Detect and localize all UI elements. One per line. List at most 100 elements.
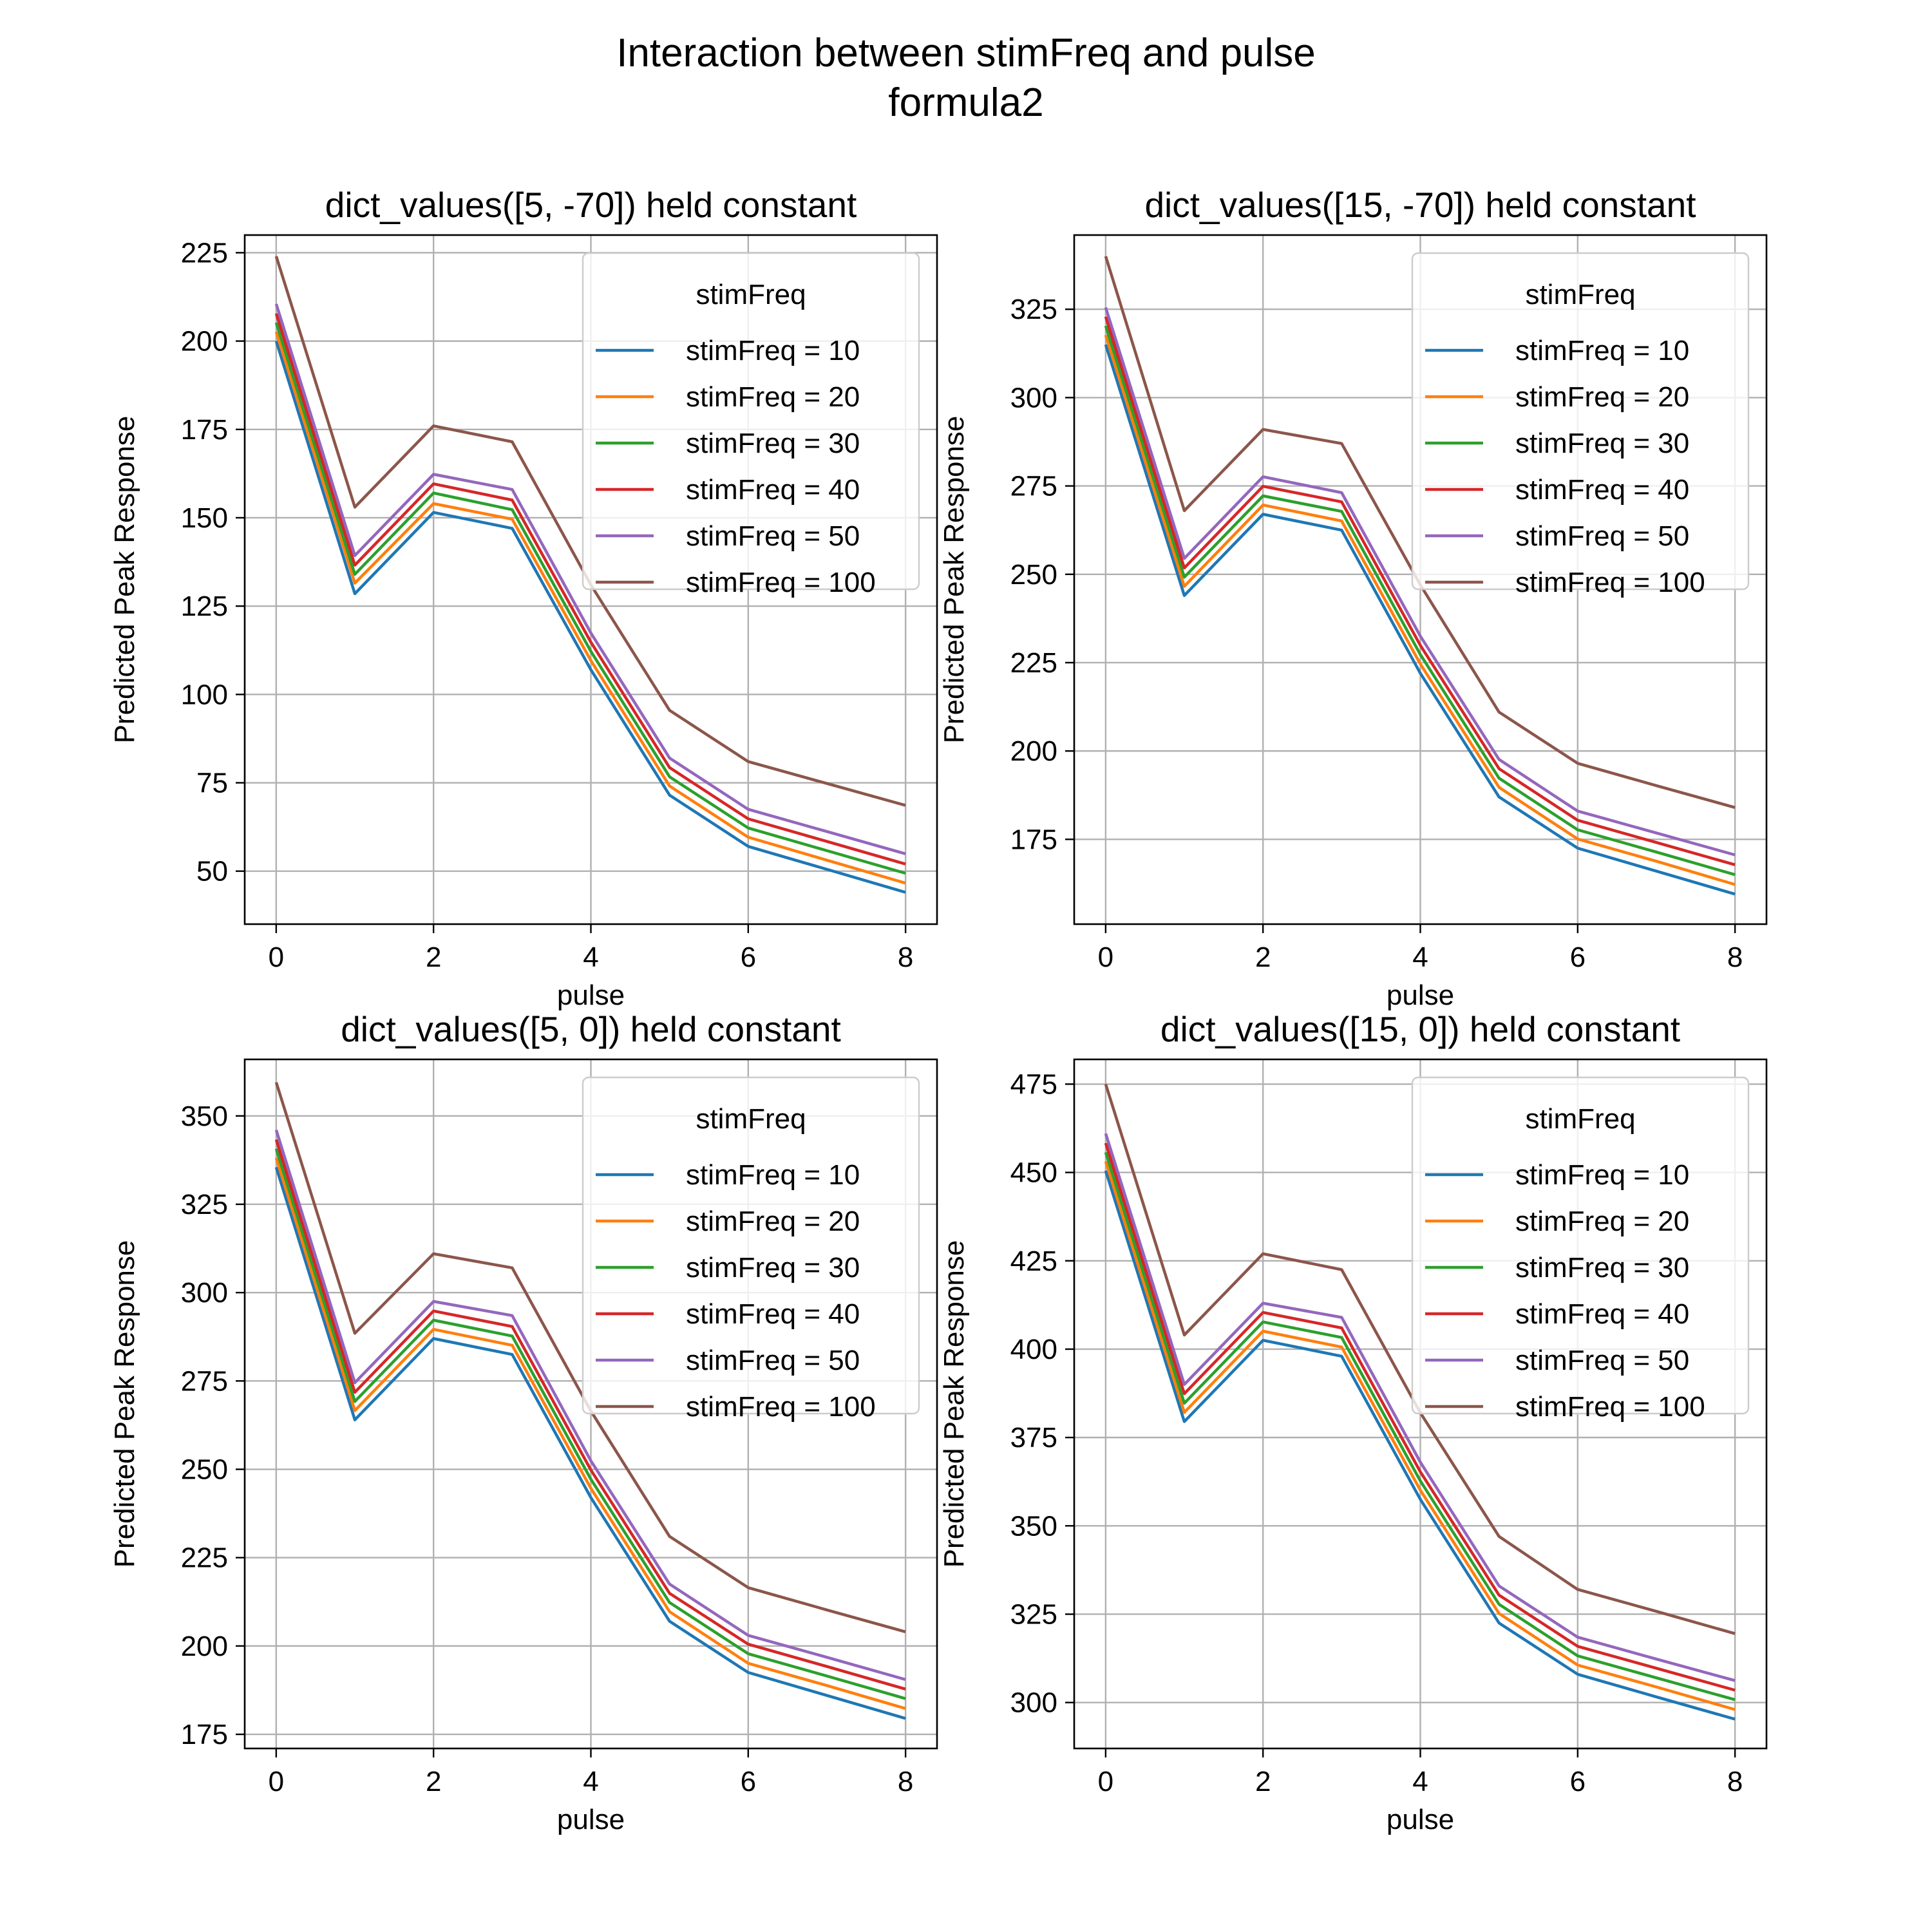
series-line — [274, 1139, 906, 1690]
series-line — [1104, 1133, 1736, 1682]
legend-label: stimFreq = 30 — [1515, 428, 1689, 459]
legend: stimFreq stimFreq = 10 stimFreq = 20 stimFr… — [1411, 1076, 1750, 1423]
series-line — [274, 313, 906, 866]
legend-label: stimFreq = 10 — [686, 335, 860, 366]
x-tick-label: 0 — [269, 942, 284, 973]
series-line — [274, 1148, 906, 1700]
figure-subtitle: formula2 — [888, 80, 1043, 125]
y-tick-label: 150 — [181, 502, 228, 534]
x-axis-label: pulse — [557, 1804, 625, 1835]
legend-label: stimFreq = 100 — [686, 1391, 876, 1423]
series-line — [1104, 334, 1736, 886]
series-line — [274, 1130, 906, 1681]
x-tick-label: 0 — [1098, 1766, 1113, 1797]
subplot-4: dict_values([15, 0]) held constant 0 2 4 6 8 3… — [938, 1009, 1768, 1835]
series-line — [1104, 1170, 1736, 1721]
legend: stimFreq stimFreq = 10 stimFreq = 20 stimFr… — [1411, 252, 1750, 598]
legend-title: stimFreq — [696, 279, 806, 310]
legend-title: stimFreq — [1525, 279, 1635, 310]
series-line — [1104, 1142, 1736, 1692]
y-tick-label: 250 — [181, 1454, 228, 1486]
x-tick-label: 2 — [1255, 1766, 1271, 1797]
legend-label: stimFreq = 100 — [1515, 1391, 1705, 1423]
legend-label: stimFreq = 30 — [1515, 1252, 1689, 1283]
x-tick-label: 8 — [898, 1766, 913, 1797]
y-tick-label: 225 — [181, 237, 228, 269]
x-tick-label: 8 — [1727, 942, 1743, 973]
y-axis-label: Predicted Peak Response — [109, 1240, 140, 1568]
series-line — [274, 331, 906, 885]
x-tick-label: 4 — [1412, 1766, 1428, 1797]
legend-label: stimFreq = 40 — [1515, 1298, 1689, 1330]
legend-label: stimFreq = 30 — [686, 428, 860, 459]
legend-box — [1411, 1076, 1750, 1415]
y-tick-label: 75 — [196, 768, 228, 799]
y-tick-label: 325 — [181, 1189, 228, 1220]
x-tick-label: 8 — [898, 942, 913, 973]
figure-title: Interaction between stimFreq and pulse — [616, 31, 1316, 75]
subplot-title: dict_values([5, 0]) held constant — [341, 1009, 841, 1049]
x-axis-label: pulse — [1387, 1804, 1454, 1835]
legend-title: stimFreq — [696, 1103, 806, 1135]
subplot-2: dict_values([15, -70]) held constant 0 2 4 6… — [938, 185, 1768, 1011]
series-line — [274, 340, 906, 894]
y-tick-label: 200 — [1010, 735, 1057, 767]
legend-label: stimFreq = 100 — [1515, 567, 1705, 598]
y-axis-label: Predicted Peak Response — [109, 416, 140, 744]
legend-label: stimFreq = 50 — [686, 520, 860, 552]
y-tick-label: 225 — [181, 1542, 228, 1574]
legend-title: stimFreq — [1525, 1103, 1635, 1135]
y-tick-label: 325 — [1010, 1598, 1057, 1630]
x-tick-label: 4 — [583, 942, 598, 973]
y-axis-label: Predicted Peak Response — [938, 416, 970, 744]
subplot-grid: dict_values([5, -70]) held constant 0 2 4 6 8… — [109, 185, 1768, 1835]
y-tick-label: 350 — [1010, 1510, 1057, 1542]
x-tick-label: 4 — [583, 1766, 598, 1797]
series-line — [274, 1157, 906, 1710]
series-line — [1104, 307, 1736, 857]
legend-label: stimFreq = 30 — [686, 1252, 860, 1283]
legend-label: stimFreq = 20 — [686, 381, 860, 413]
series-line — [1104, 1160, 1736, 1711]
x-axis-label: pulse — [557, 980, 625, 1011]
legend-label: stimFreq = 20 — [1515, 381, 1689, 413]
y-tick-label: 475 — [1010, 1068, 1057, 1100]
subplot-title: dict_values([15, 0]) held constant — [1160, 1009, 1680, 1049]
series-line — [1104, 325, 1736, 876]
y-tick-label: 275 — [181, 1365, 228, 1397]
y-tick-label: 125 — [181, 591, 228, 622]
x-tick-label: 2 — [1255, 942, 1271, 973]
y-tick-label: 175 — [181, 1719, 228, 1750]
legend-box — [582, 252, 920, 591]
series-line — [1104, 316, 1736, 866]
y-tick-label: 200 — [181, 326, 228, 357]
x-tick-label: 6 — [741, 942, 756, 973]
x-tick-label: 8 — [1727, 1766, 1743, 1797]
x-tick-label: 6 — [1570, 1766, 1586, 1797]
y-tick-label: 225 — [1010, 647, 1057, 679]
y-tick-label: 175 — [1010, 824, 1057, 855]
legend-label: stimFreq = 100 — [686, 567, 876, 598]
y-tick-label: 100 — [181, 679, 228, 710]
x-tick-label: 4 — [1412, 942, 1428, 973]
y-tick-label: 300 — [1010, 382, 1057, 413]
x-tick-label: 0 — [1098, 942, 1113, 973]
y-tick-label: 300 — [181, 1277, 228, 1309]
legend-label: stimFreq = 10 — [1515, 335, 1689, 366]
y-tick-label: 175 — [181, 414, 228, 446]
legend-label: stimFreq = 40 — [686, 1298, 860, 1330]
y-tick-label: 425 — [1010, 1245, 1057, 1277]
legend-label: stimFreq = 20 — [686, 1206, 860, 1237]
legend-label: stimFreq = 50 — [686, 1345, 860, 1376]
subplot-1: dict_values([5, -70]) held constant 0 2 4 6 8… — [109, 185, 938, 1011]
series-line — [1104, 344, 1736, 896]
x-tick-label: 6 — [1570, 942, 1586, 973]
y-tick-label: 375 — [1010, 1422, 1057, 1454]
x-axis-label: pulse — [1387, 980, 1454, 1011]
legend-label: stimFreq = 10 — [686, 1159, 860, 1191]
x-tick-label: 2 — [426, 1766, 441, 1797]
y-axis-label: Predicted Peak Response — [938, 1240, 970, 1568]
x-tick-label: 6 — [741, 1766, 756, 1797]
y-tick-label: 250 — [1010, 559, 1057, 591]
